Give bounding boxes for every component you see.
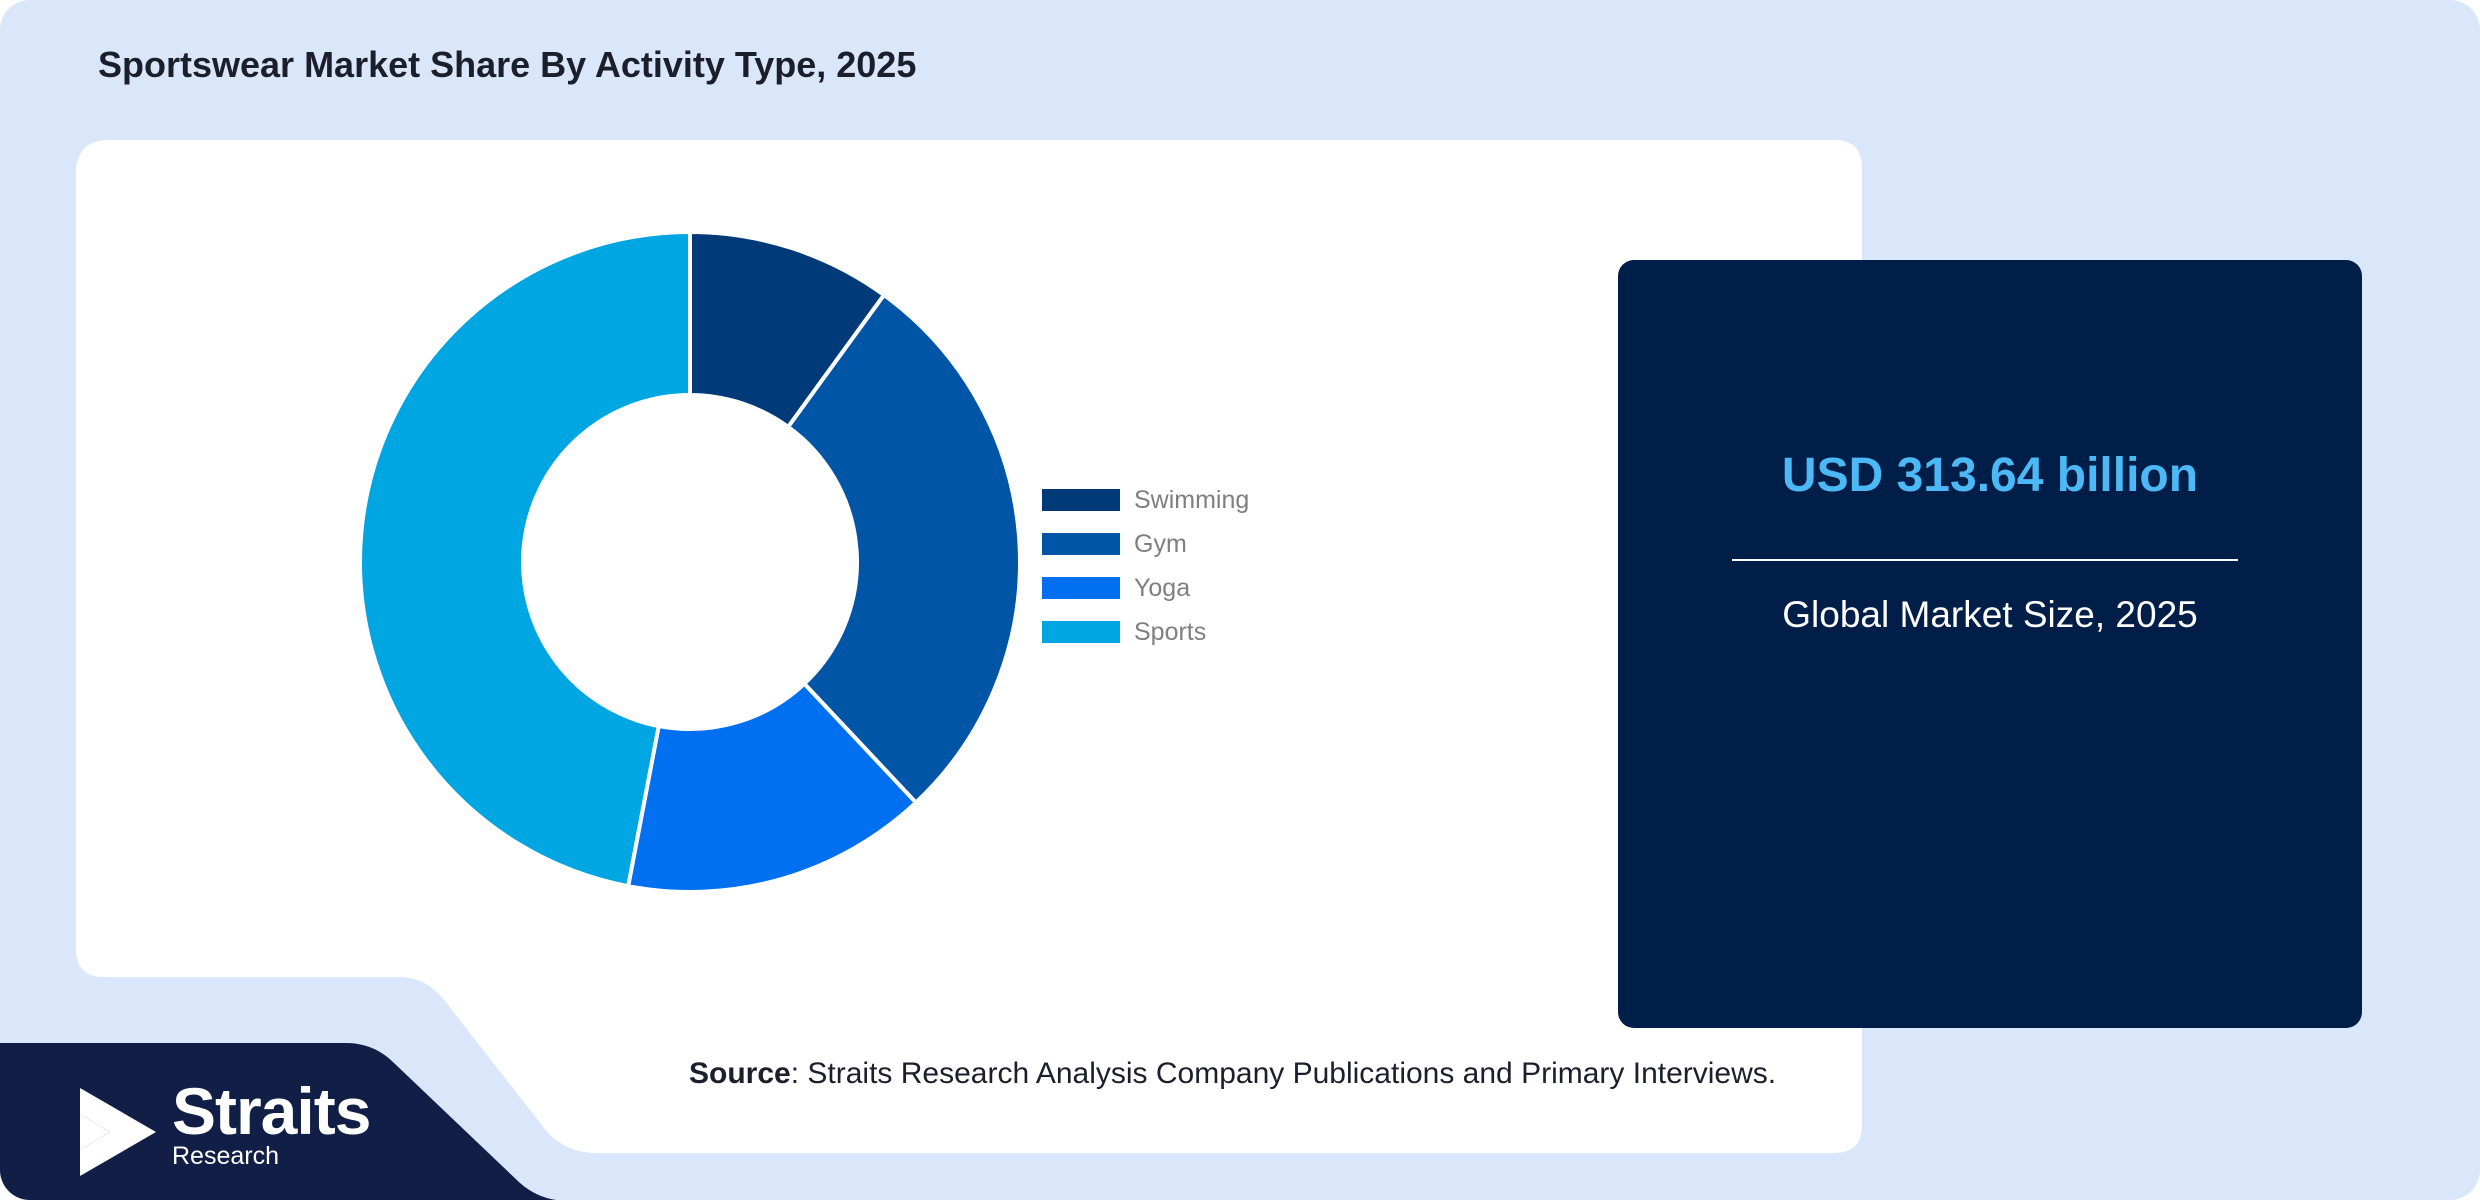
source-text: : Straits Research Analysis Company Publ… bbox=[790, 1057, 1777, 1090]
logo-wordmark: Straits bbox=[172, 1074, 371, 1148]
chart-legend: Swimming Gym Yoga Sports bbox=[1042, 478, 1249, 654]
page-title: Sportswear Market Share By Activity Type… bbox=[98, 44, 917, 85]
legend-label: Sports bbox=[1134, 617, 1207, 646]
market-size-card: USD 313.64 billion Global Market Size, 2… bbox=[1618, 260, 2362, 1028]
legend-item-swimming: Swimming bbox=[1042, 478, 1249, 522]
market-size-label: Global Market Size, 2025 bbox=[1782, 594, 2198, 635]
donut-slice-yoga bbox=[625, 680, 919, 894]
market-size-value: USD 313.64 billion bbox=[1781, 449, 2199, 502]
legend-swatch bbox=[1042, 489, 1120, 511]
legend-swatch bbox=[1042, 621, 1120, 643]
legend-label: Yoga bbox=[1134, 573, 1191, 602]
legend-swatch bbox=[1042, 577, 1120, 599]
footer-band bbox=[0, 1043, 556, 1200]
legend-label: Swimming bbox=[1134, 485, 1250, 514]
legend-swatch bbox=[1042, 533, 1120, 555]
source-note: Source: Straits Research Analysis Compan… bbox=[689, 1057, 1776, 1091]
source-label: Source bbox=[689, 1057, 791, 1090]
card-divider bbox=[1732, 559, 2238, 561]
donut-slice-sports bbox=[358, 229, 692, 889]
straits-arrow-logo-icon bbox=[80, 1088, 156, 1176]
legend-item-yoga: Yoga bbox=[1042, 566, 1249, 610]
donut-chart bbox=[358, 229, 1022, 894]
logo-subtitle: Research bbox=[172, 1142, 279, 1170]
legend-item-gym: Gym bbox=[1042, 522, 1249, 566]
legend-label: Gym bbox=[1134, 529, 1187, 558]
legend-item-sports: Sports bbox=[1042, 610, 1249, 654]
donut-slice-gym bbox=[785, 292, 1022, 806]
